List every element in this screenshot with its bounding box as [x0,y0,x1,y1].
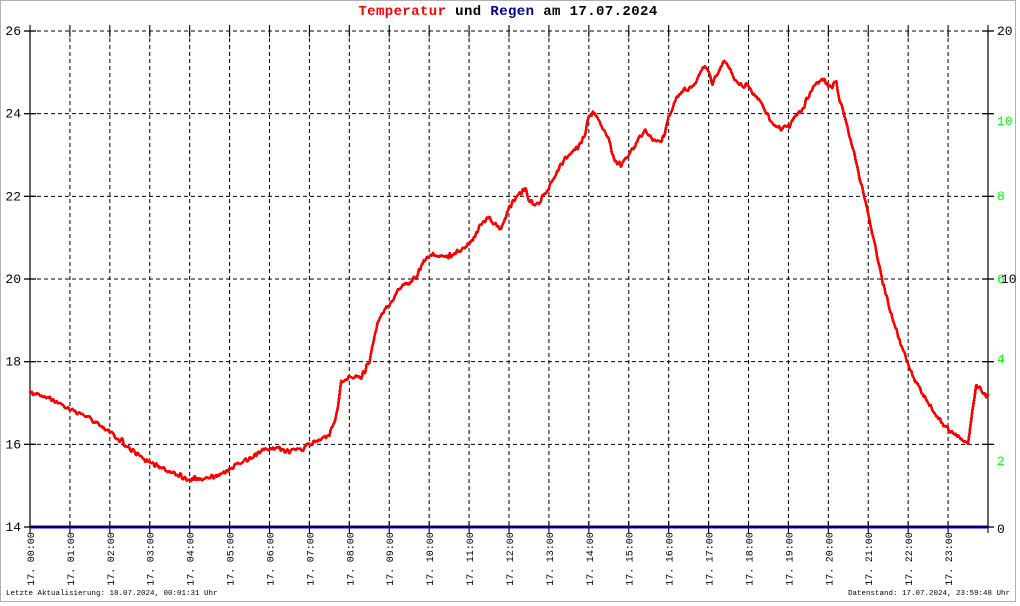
svg-text:17.: 17. [666,568,677,586]
svg-text:17.: 17. [825,568,836,586]
svg-text:13:00: 13:00 [546,532,557,562]
svg-text:0: 0 [997,522,1005,537]
svg-text:22: 22 [5,189,21,204]
svg-text:16:00: 16:00 [666,532,677,562]
svg-text:17.: 17. [546,568,557,586]
svg-text:20:00: 20:00 [825,532,836,562]
svg-text:8: 8 [997,189,1005,204]
svg-text:04:00: 04:00 [187,532,198,562]
svg-text:17.: 17. [905,568,916,586]
svg-text:19:00: 19:00 [785,532,796,562]
svg-text:11:00: 11:00 [466,532,477,562]
svg-text:10: 10 [1001,272,1017,287]
svg-text:17.: 17. [785,568,796,586]
svg-text:17.: 17. [945,568,956,586]
svg-text:02:00: 02:00 [107,532,118,562]
svg-text:01:00: 01:00 [67,532,78,562]
svg-text:17.: 17. [67,568,78,586]
svg-text:18:00: 18:00 [746,532,757,562]
svg-text:22:00: 22:00 [905,532,916,562]
svg-text:16: 16 [5,437,21,452]
svg-text:10:00: 10:00 [426,532,437,562]
svg-text:17.: 17. [107,568,118,586]
svg-text:17.: 17. [706,568,717,586]
svg-text:17.: 17. [306,568,317,586]
svg-text:14: 14 [5,520,21,535]
svg-text:17.: 17. [746,568,757,586]
svg-text:05:00: 05:00 [227,532,238,562]
svg-text:20: 20 [997,24,1013,39]
svg-text:17.: 17. [865,568,876,586]
svg-text:17.: 17. [346,568,357,586]
svg-text:00:00: 00:00 [27,532,38,562]
svg-text:07:00: 07:00 [306,532,317,562]
svg-text:15:00: 15:00 [626,532,637,562]
svg-text:21:00: 21:00 [865,532,876,562]
svg-text:09:00: 09:00 [386,532,397,562]
svg-text:17.: 17. [227,568,238,586]
svg-text:17.: 17. [187,568,198,586]
svg-text:17.: 17. [506,568,517,586]
svg-text:17:00: 17:00 [706,532,717,562]
svg-text:26: 26 [5,24,21,39]
svg-text:03:00: 03:00 [147,532,158,562]
svg-text:08:00: 08:00 [346,532,357,562]
svg-text:4: 4 [997,352,1005,367]
svg-text:17.: 17. [586,568,597,586]
svg-text:17.: 17. [466,568,477,586]
svg-text:17.: 17. [426,568,437,586]
svg-text:17.: 17. [386,568,397,586]
svg-text:20: 20 [5,272,21,287]
svg-text:06:00: 06:00 [267,532,278,562]
svg-text:12:00: 12:00 [506,532,517,562]
svg-text:23:00: 23:00 [945,532,956,562]
svg-text:17.: 17. [267,568,278,586]
svg-text:18: 18 [5,355,21,370]
svg-text:17.: 17. [147,568,158,586]
svg-text:24: 24 [5,107,21,122]
svg-text:17.: 17. [27,568,38,586]
svg-text:2: 2 [997,454,1005,469]
svg-text:17.: 17. [626,568,637,586]
svg-text:10: 10 [997,114,1013,129]
svg-text:14:00: 14:00 [586,532,597,562]
